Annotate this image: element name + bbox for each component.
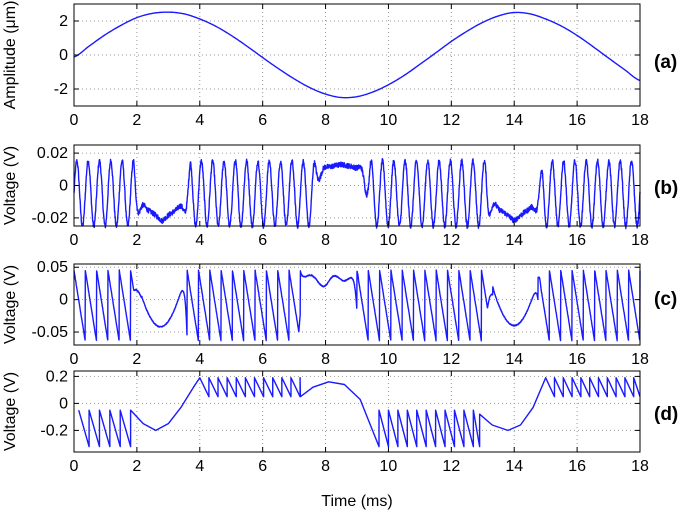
series-line	[73, 11, 641, 99]
x-tick-label: 4	[195, 458, 204, 475]
x-tick-label: 18	[631, 458, 649, 475]
x-tick-label: 0	[70, 112, 79, 129]
panel-label: (a)	[654, 52, 677, 73]
y-tick-label: 0.05	[37, 259, 68, 276]
y-tick-label: -0.05	[32, 324, 69, 341]
series-line	[73, 158, 641, 230]
y-tick-label: 0	[59, 292, 68, 309]
panel-label: (d)	[654, 404, 678, 425]
x-tick-label: 6	[258, 351, 267, 368]
x-tick-label: 10	[380, 112, 398, 129]
x-tick-label: 10	[380, 351, 398, 368]
x-tick-label: 8	[321, 112, 330, 129]
y-tick-label: 0.2	[46, 368, 68, 385]
x-tick-label: 2	[132, 112, 141, 129]
x-tick-label: 8	[321, 351, 330, 368]
x-tick-label: 12	[442, 232, 460, 249]
x-tick-label: 12	[442, 112, 460, 129]
panel-label: (b)	[654, 178, 678, 199]
x-tick-label: 14	[505, 232, 523, 249]
y-axis-label: Voltage (V)	[2, 372, 19, 451]
x-tick-label: 4	[195, 351, 204, 368]
x-tick-label: 2	[132, 351, 141, 368]
y-tick-label: -0.2	[40, 422, 68, 439]
x-tick-label: 0	[70, 351, 79, 368]
panel-label: (c)	[654, 289, 677, 310]
x-tick-label: 16	[568, 351, 586, 368]
x-tick-label: 6	[258, 232, 267, 249]
x-tick-label: 0	[70, 458, 79, 475]
x-tick-label: 18	[631, 351, 649, 368]
x-tick-label: 0	[70, 232, 79, 249]
y-axis-label: Voltage (V)	[2, 265, 19, 344]
y-axis-label: Amplitude (μm)	[2, 1, 19, 110]
x-tick-label: 2	[132, 458, 141, 475]
x-tick-label: 18	[631, 112, 649, 129]
x-tick-label: 14	[505, 112, 523, 129]
panel-d: 0 2 4 6 8 10 12 14 16 18 0.2 0 -0.2 Voltage (V) Time (…	[2, 368, 678, 510]
x-tick-label: 14	[505, 458, 523, 475]
x-tick-label: 6	[258, 458, 267, 475]
y-tick-label: -0.02	[32, 210, 69, 227]
y-tick-label: -2	[54, 81, 68, 98]
x-tick-label: 4	[195, 232, 204, 249]
x-tick-label: 6	[258, 112, 267, 129]
x-axis-label: Time (ms)	[321, 493, 392, 510]
x-tick-label: 10	[380, 458, 398, 475]
y-tick-label: 2	[59, 13, 68, 30]
x-tick-label: 14	[505, 351, 523, 368]
x-tick-label: 4	[195, 112, 204, 129]
x-tick-label: 16	[568, 232, 586, 249]
x-tick-label: 8	[321, 458, 330, 475]
y-tick-label: 0	[59, 47, 68, 64]
y-tick-label: 0.02	[37, 145, 68, 162]
series-line	[78, 377, 641, 448]
plot-frame	[73, 370, 641, 453]
plot-frame	[73, 263, 641, 346]
x-tick-label: 2	[132, 232, 141, 249]
x-tick-label: 10	[380, 232, 398, 249]
x-tick-label: 16	[568, 458, 586, 475]
x-tick-label: 12	[442, 458, 460, 475]
x-tick-label: 8	[321, 232, 330, 249]
y-tick-label: 0	[59, 178, 68, 195]
x-tick-label: 18	[631, 232, 649, 249]
series-line	[73, 269, 641, 342]
x-tick-label: 16	[568, 112, 586, 129]
x-tick-label: 12	[442, 351, 460, 368]
y-tick-label: 0	[59, 395, 68, 412]
y-axis-label: Voltage (V)	[2, 146, 19, 225]
